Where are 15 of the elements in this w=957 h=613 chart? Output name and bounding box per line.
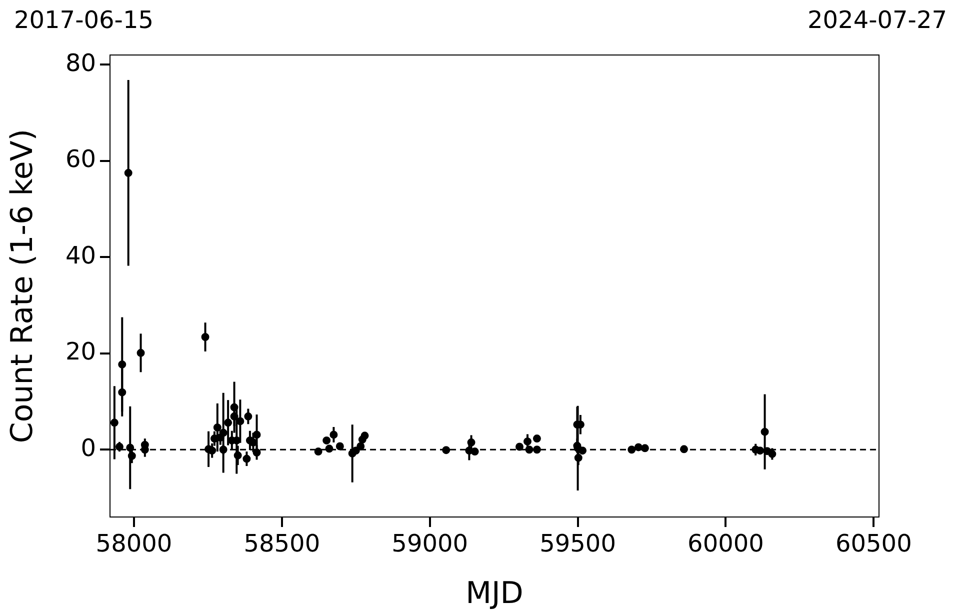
y-tick-label: 80 [65, 48, 96, 77]
x-axis-title: MJD [466, 576, 524, 611]
y-tick-label: 0 [80, 434, 96, 462]
y-tick-label: 20 [65, 338, 96, 366]
y-tick-label: 60 [65, 145, 96, 174]
x-tick-label: 60500 [835, 530, 912, 558]
x-tick-label: 60000 [688, 530, 764, 558]
text: 2017-06-15 [14, 6, 154, 34]
y-tick-label: 40 [65, 241, 96, 270]
text: 2024-07-27 [808, 6, 947, 34]
x-tick-label: 59000 [392, 530, 468, 558]
x-tick-label: 58000 [96, 530, 172, 558]
y-axis-title: Count Rate (1-6 keV) [4, 128, 40, 444]
x-tick-label: 58500 [244, 530, 320, 558]
x-tick-label: 59500 [540, 530, 616, 558]
